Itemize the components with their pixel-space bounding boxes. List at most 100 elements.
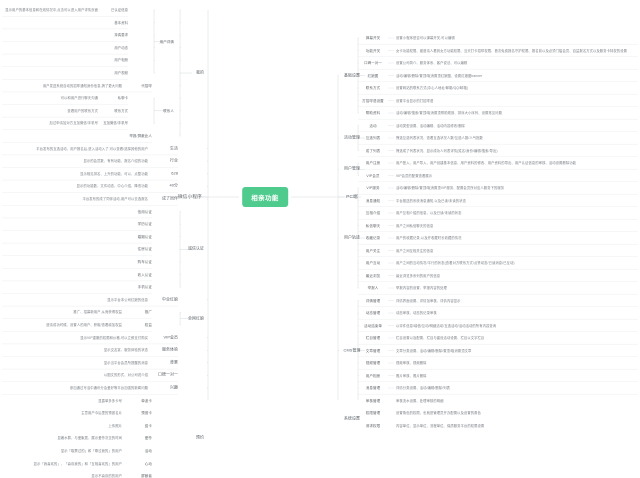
left-leaf[interactable]: 私聊卡	[117, 96, 128, 101]
left-item-desc: 显著水群、与爱聚居、展示爱怜次交的时间	[57, 436, 122, 441]
right-item-desc: 审核流水设置、处理审核的明细	[396, 398, 444, 403]
left-subitem[interactable]: 婚姻认证	[137, 234, 152, 239]
left-item-desc: 显示当平台会员所提醒的消息	[103, 360, 148, 365]
left-leaf[interactable]: 择偶要求	[114, 33, 128, 38]
left-group-label[interactable]: 我的	[196, 69, 204, 75]
left-subitem[interactable]: 学历认证	[137, 222, 152, 226]
left-subitem[interactable]: 代招呼	[141, 83, 152, 88]
right-item-name[interactable]: 权限管理	[365, 410, 381, 415]
left-leaf[interactable]: 基本资料	[114, 20, 128, 25]
left-subitem[interactable]: 心动	[144, 461, 152, 466]
right-item-name[interactable]: 口碑一对一	[364, 60, 382, 65]
left-item[interactable]: 口碑一对一	[158, 371, 178, 377]
right-group-label[interactable]: CMS管理	[343, 347, 361, 353]
right-item-name[interactable]: 成了列表	[365, 148, 381, 153]
left-group-label[interactable]: 全网红娘	[188, 315, 204, 321]
left-item[interactable]: 行业	[170, 157, 178, 163]
right-item-name[interactable]: 栏目管理	[365, 335, 381, 340]
right-item-name[interactable]: 用户注册	[365, 160, 381, 165]
left-group-label[interactable]: 诚信认证	[188, 245, 204, 251]
right-item-desc: 活动/编辑/删除/置顶/取消置顶VIP服务、配置会员所对应人服务下的服务	[396, 185, 505, 190]
right-item-name[interactable]: 消息通知	[365, 198, 381, 203]
right-item-name[interactable]: VIP服务	[366, 185, 380, 190]
left-item-desc: 参加通过写活中通讯分会爱好等平台加强的新闻问题	[69, 385, 148, 390]
right-item-name[interactable]: VIP会员	[366, 173, 380, 178]
right-item-name[interactable]: 视频管理	[365, 360, 381, 365]
left-item[interactable]: 成了同伴	[162, 195, 178, 201]
right-item-name[interactable]: 互相介绍	[365, 210, 381, 215]
right-item-name[interactable]: 审核管理	[365, 398, 381, 403]
right-group-label[interactable]: 用户管理	[344, 165, 360, 171]
left-item-desc: 加过申请加对方互加微信/手机号	[49, 121, 98, 126]
right-item-name[interactable]: 活动	[369, 123, 377, 128]
left-subitem[interactable]: 购车认证	[137, 259, 152, 264]
right-item-name[interactable]: 用户互动	[365, 260, 381, 265]
right-item-name[interactable]: 活动结束单	[364, 323, 382, 328]
left-subitem[interactable]: 活动	[144, 448, 152, 453]
right-group-label[interactable]: 系统设置	[344, 415, 360, 421]
right-item-name[interactable]: 用户关注	[365, 248, 381, 253]
left-subitem[interactable]: 举报/屏蔽此人	[129, 133, 152, 138]
right-item-name[interactable]: 动态管理	[365, 310, 381, 315]
left-item-desc: 平台发布的成了同伴活动,用户可以去选报名	[82, 196, 148, 201]
left-item[interactable]: 服务体验	[162, 346, 178, 352]
left-subitem[interactable]: 单波卡	[141, 398, 152, 403]
right-group-label[interactable]: 基础设置	[344, 72, 360, 78]
right-item-desc: 动态审核、动态的记录审核	[396, 310, 437, 315]
right-item-name[interactable]: 最近浏览	[365, 273, 381, 278]
right-item-name[interactable]: 详情管理	[365, 298, 381, 303]
left-subitem[interactable]: 收入认证	[137, 272, 152, 277]
root-node[interactable]: 相亲功能	[242, 187, 288, 207]
left-item[interactable]: 生活	[170, 145, 178, 151]
right-item-desc: 用户登入、用户导入、用户创建基本信息、用户资料的修改、用户资料的导出、用户认证信…	[396, 160, 577, 165]
left-subitem[interactable]: 推广	[144, 310, 152, 315]
left-subgroup-label[interactable]: 用户详情	[159, 39, 174, 44]
left-item-desc: 显示VIP重服的权限和价格,可以立即支付购买	[80, 335, 148, 340]
left-subitem[interactable]: 爱怜	[144, 436, 152, 441]
branch-wechat-miniprogram[interactable]: 微信小程序	[178, 194, 202, 199]
right-item-name[interactable]: 弹幕开关	[365, 35, 381, 40]
right-item-desc: 活动/编辑/搜索/置顶/取消置顶帮助规则、排序大小序列、设置常见问题	[396, 110, 502, 115]
left-leaf[interactable]: 用户动态	[114, 45, 128, 50]
right-group-label[interactable]: 活动管理	[344, 134, 360, 140]
left-leaf[interactable]: 用户视频	[114, 70, 128, 75]
left-group-label[interactable]: 预约	[196, 434, 204, 440]
left-item[interactable]: 628	[171, 170, 178, 176]
right-item-name[interactable]: 打招呼语设置	[362, 98, 384, 103]
right-item-desc: 用户之间互相关注的信息	[396, 248, 434, 253]
right-item-name[interactable]: 消息管理	[365, 385, 381, 390]
left-leaf[interactable]: 用户相册	[114, 58, 128, 63]
right-item-name[interactable]: 私信聊天	[365, 223, 381, 228]
right-item-name[interactable]: 收藏记录	[365, 235, 381, 240]
left-subitem[interactable]: 屏蔽者	[141, 474, 152, 478]
left-subitem[interactable]: 信用认证	[137, 209, 152, 214]
right-item-name[interactable]: 文章管理	[365, 348, 381, 353]
left-item[interactable]: 兴趣	[170, 384, 178, 390]
left-item-desc: 以图文的形式、对公司说介绍	[103, 373, 148, 378]
right-item-name[interactable]: 互选列表	[365, 135, 381, 140]
left-leaf[interactable]: 联系方式	[114, 108, 128, 113]
left-item[interactable]: VIP会员	[163, 334, 178, 340]
right-item-name[interactable]: 帮助资料	[365, 110, 381, 115]
right-group-label[interactable]: 用户轨迹	[344, 234, 360, 240]
left-leaf[interactable]: 互加微信/手机号	[103, 121, 128, 126]
right-item-name[interactable]: 用户相册	[365, 373, 381, 378]
left-subgroup-label[interactable]: 联系人	[163, 108, 174, 113]
left-item[interactable]: 背景	[170, 359, 178, 365]
left-item[interactable]: 40分	[169, 182, 178, 188]
left-item-desc: 显示交友宴、服务体验的状态	[103, 348, 148, 353]
right-item-name[interactable]: 红娘图	[367, 73, 379, 78]
left-subitem[interactable]: 权益	[144, 322, 152, 327]
left-leaf[interactable]: 已认证信息	[111, 7, 128, 12]
left-subitem[interactable]: 住房认证	[137, 247, 152, 252]
left-item[interactable]: 中业红娘	[162, 296, 178, 302]
right-item-desc: 用户之间的互动情况/平行的状态(查看对方联系方式/点赞动态/已读消息/已互动)	[396, 260, 515, 265]
right-item-name[interactable]: 功能开关	[365, 48, 381, 53]
right-item-name[interactable]: 请求权限	[365, 423, 381, 428]
branch-pc[interactable]: PC端	[346, 194, 358, 199]
left-subitem[interactable]: 手机认证	[137, 285, 152, 289]
left-subitem[interactable]: 预邀卡	[141, 411, 152, 415]
right-item-name[interactable]: 举报人	[367, 285, 379, 290]
right-item-name[interactable]: 联系方式	[365, 85, 381, 90]
left-subitem[interactable]: 绍卡	[144, 423, 152, 428]
